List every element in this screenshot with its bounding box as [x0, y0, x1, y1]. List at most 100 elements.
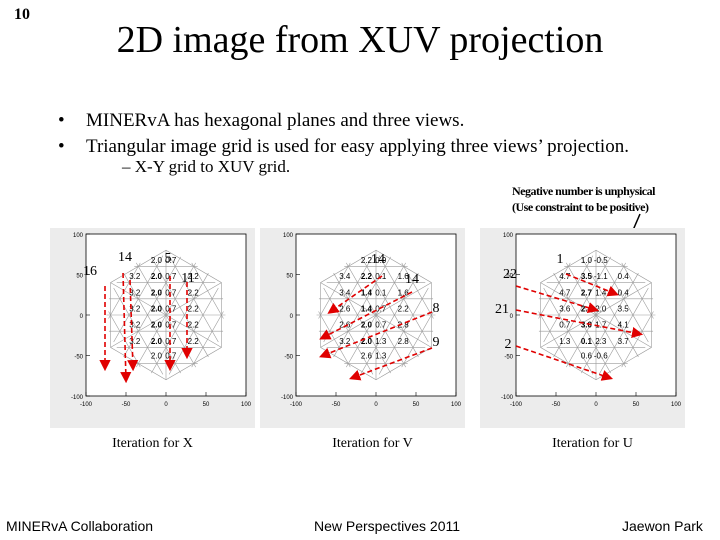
cell-value: 2.0: [151, 305, 163, 314]
y-tick-label: 50: [76, 274, 83, 280]
projection-arrow: [515, 345, 614, 381]
cell-value: 2.2: [361, 272, 373, 281]
y-tick-label: 0: [80, 314, 84, 320]
cell-value: -1.1: [594, 272, 608, 281]
bullet-item: • MINERvA has hexagonal planes and three …: [58, 110, 465, 131]
cell-value: 1.4: [361, 305, 373, 314]
cell-value: 2.0: [151, 321, 163, 330]
projection-sum: 16: [83, 264, 97, 279]
cell-value: 3.4: [339, 288, 351, 297]
projection-arrow: [120, 272, 132, 384]
x-tick-label: 50: [633, 402, 640, 408]
caption-u: Iteration for U: [552, 436, 633, 451]
y-tick-label: 0: [290, 314, 294, 320]
cell-value: 2.8: [398, 337, 410, 346]
projection-sum: 9: [433, 335, 440, 350]
cell-value: 0.4: [618, 288, 630, 297]
y-tick-label: -100: [281, 395, 294, 401]
y-tick-label: 100: [73, 233, 84, 239]
x-tick-label: -50: [552, 402, 561, 408]
y-tick-label: 0: [510, 314, 514, 320]
cell-value: 1.6: [398, 288, 410, 297]
cell-value: 3.2: [129, 337, 141, 346]
cell-value: 0.7: [165, 321, 177, 330]
projection-sum: 14: [371, 252, 385, 267]
cell-value: 4.7: [559, 272, 571, 281]
projection-sum: 1: [557, 252, 564, 267]
cell-value: 0.7: [165, 337, 177, 346]
cell-value: 2.2: [398, 305, 410, 314]
x-tick-label: -100: [290, 402, 303, 408]
projection-arrow: [319, 311, 433, 359]
x-tick-label: 50: [413, 402, 420, 408]
y-tick-label: 50: [286, 274, 293, 280]
cell-value: 3.4: [339, 272, 351, 281]
cell-value: 2.0: [361, 321, 373, 330]
y-tick-label: -50: [504, 355, 513, 361]
bullet-text: MINERvA has hexagonal planes and three v…: [86, 110, 465, 131]
projection-arrow: [515, 309, 644, 338]
cell-value: 3.5: [581, 272, 593, 281]
note-line-2: (Use constraint to be positive): [512, 200, 649, 214]
cell-value: 0.7: [165, 256, 177, 265]
cell-value: 3.2: [129, 305, 141, 314]
footer-left: MINERvA Collaboration: [6, 518, 154, 534]
y-tick-label: 50: [506, 274, 513, 280]
cell-value: 2.0: [595, 305, 607, 314]
cell-value: 0.4: [618, 272, 630, 281]
projection-sum: 2: [505, 337, 512, 352]
panel-x: 100500-50-100-100-500501002.00.73.22.00.…: [50, 228, 255, 428]
cell-value: 1.4: [595, 288, 607, 297]
x-tick-label: -50: [122, 402, 131, 408]
projection-sum: 14: [405, 272, 419, 287]
cell-value: 1.3: [375, 352, 387, 361]
projection-sum: 11: [181, 271, 194, 286]
panel-u: 100 50 0 -50 -100 -100 -50 0 50 100 1.0 -0.5 4.7 3.5-…: [480, 228, 685, 428]
triangular-grid: [316, 249, 436, 381]
y-tick-label: -100: [501, 395, 514, 401]
cell-value: 3.2: [129, 272, 141, 281]
cell-value: 1.7: [595, 321, 607, 330]
cell-value: 1.0: [581, 256, 593, 265]
x-tick-label: 100: [451, 402, 462, 408]
cell-value: 2.8: [398, 321, 410, 330]
cell-value: 0.7: [375, 305, 387, 314]
cell-value: 2.0: [151, 352, 163, 361]
panel-v: 100500-50-100-100-500501002.20.93.42.20.…: [260, 228, 465, 428]
cell-value: 1.3: [375, 337, 387, 346]
cell-value: 2.6: [361, 352, 373, 361]
cell-value: 3.2: [339, 337, 351, 346]
cell-value: 0.1: [375, 288, 387, 297]
cell-value: 2.0: [151, 337, 163, 346]
footer-center: New Perspectives 2011: [314, 518, 461, 534]
triangular-grid: [536, 249, 656, 381]
cell-value: 2.7: [581, 288, 593, 297]
cell-value: 3.2: [129, 288, 141, 297]
projection-arrow: [565, 273, 619, 297]
projection-sum: 22: [503, 267, 517, 282]
y-tick-label: -50: [74, 355, 83, 361]
projection-arrow: [327, 275, 383, 314]
cell-value: 4.7: [559, 288, 571, 297]
caption-v: Iteration for V: [332, 436, 413, 451]
cell-value: 0.7: [165, 272, 177, 281]
triangular-grid: [106, 249, 226, 381]
cell-value: 2.4: [581, 305, 593, 314]
y-tick-label: 100: [283, 233, 294, 239]
sub-bullet-text: X-Y grid to XUV grid.: [134, 157, 291, 176]
bullet-item: • Triangular image grid is used for easy …: [58, 136, 629, 157]
x-tick-label: 0: [594, 402, 598, 408]
cell-value: 3.7: [618, 337, 630, 346]
projection-sum: 21: [495, 302, 509, 317]
cell-value: 4.1: [618, 321, 630, 330]
grid-plot: 100500-50-100-100-500501002.20.93.42.20.…: [260, 228, 465, 428]
x-tick-label: 0: [374, 402, 378, 408]
bullet-list: • MINERvA has hexagonal planes and three …: [58, 108, 629, 160]
grid-plot: 100500-50-100-100-500501002.00.73.22.00.…: [50, 228, 255, 428]
cell-value: -0.5: [594, 256, 608, 265]
cell-value: 0.7: [375, 321, 387, 330]
cell-value: 3.0: [581, 321, 593, 330]
cell-value: 2.2: [361, 256, 373, 265]
note-line-1: Negative number is unphysical: [512, 184, 655, 198]
